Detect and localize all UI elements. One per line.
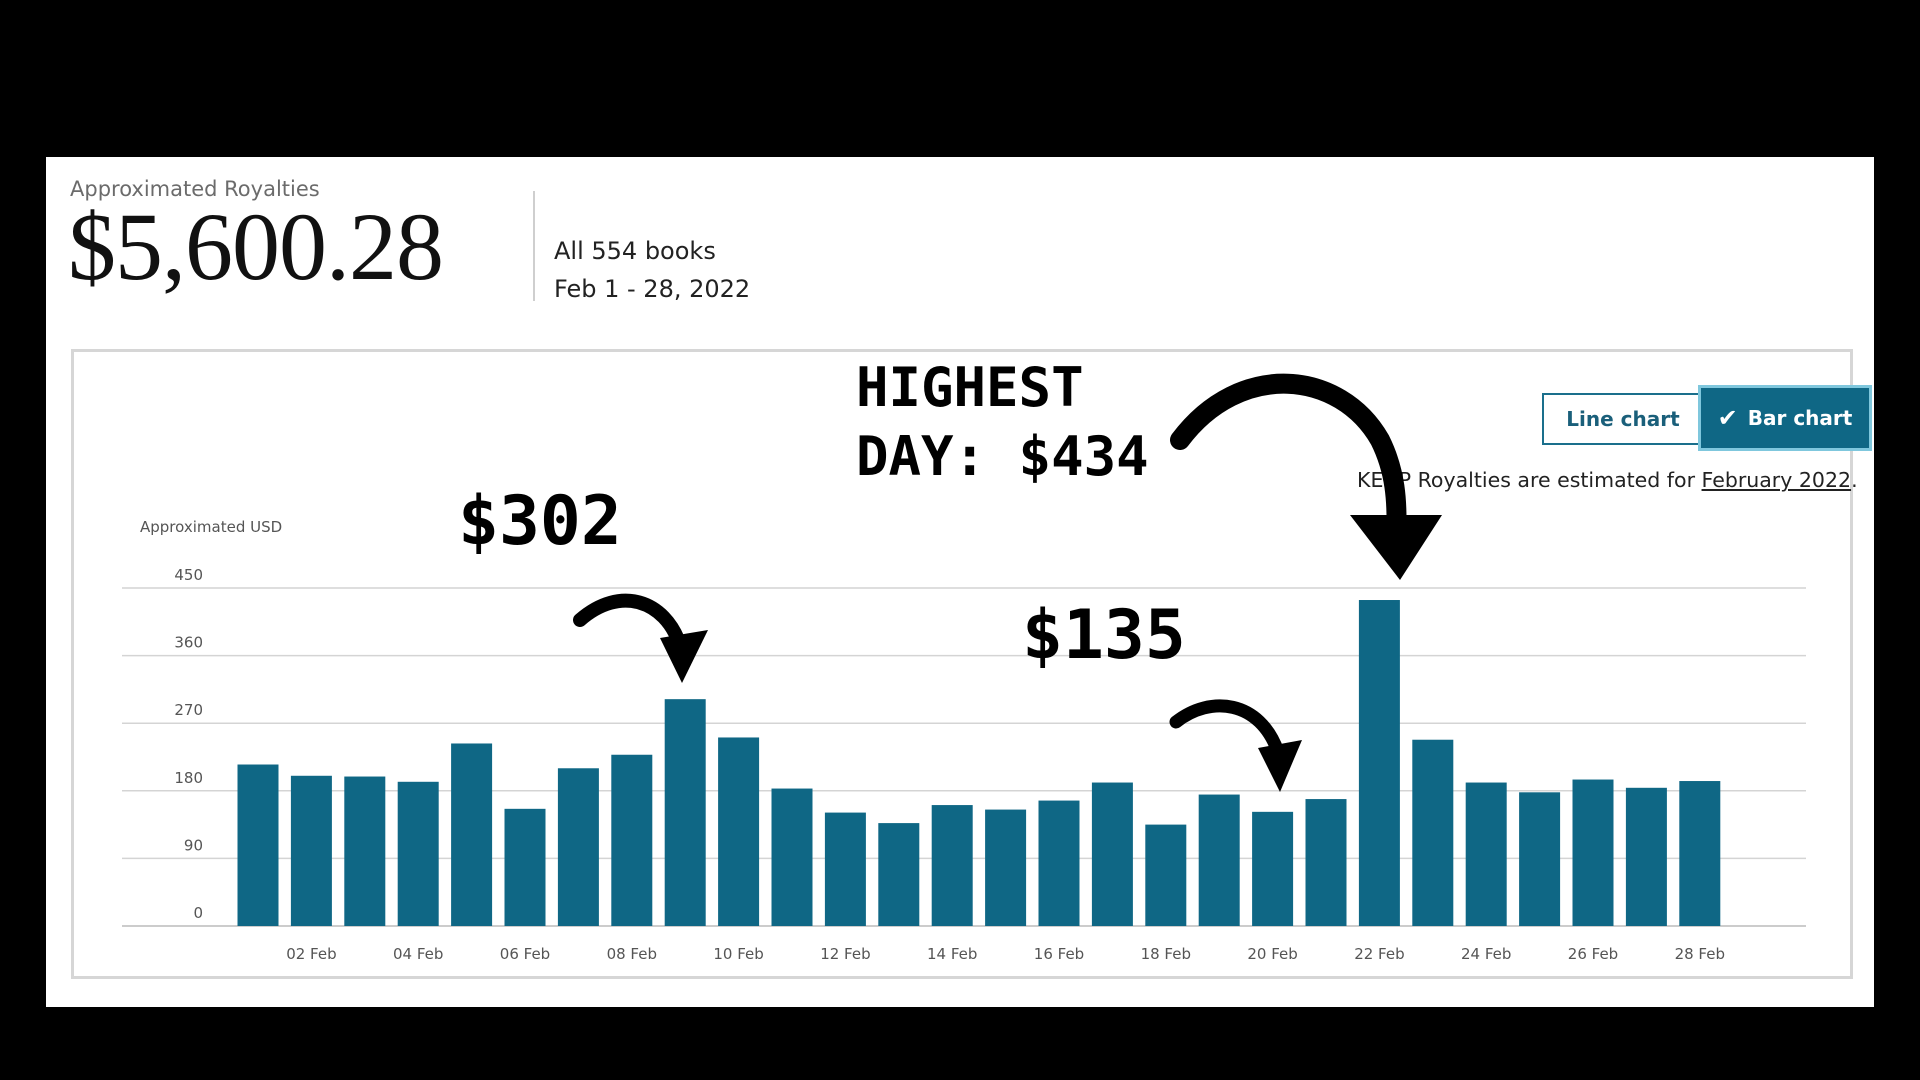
x-tick-label: 18 Feb <box>1141 945 1191 963</box>
x-tick-label: 14 Feb <box>927 945 977 963</box>
x-tick-label: 08 Feb <box>607 945 657 963</box>
x-tick-label: 20 Feb <box>1247 945 1297 963</box>
x-tick-label: 12 Feb <box>820 945 870 963</box>
bar[interactable] <box>771 788 813 926</box>
bar[interactable] <box>664 699 706 926</box>
y-tick-label: 180 <box>174 769 203 787</box>
annotation-highest-line2: DAY: $434 <box>856 425 1149 488</box>
bar[interactable] <box>1145 824 1187 926</box>
date-range: Feb 1 - 28, 2022 <box>554 275 751 303</box>
x-tick-label: 04 Feb <box>393 945 443 963</box>
bar[interactable] <box>290 775 332 926</box>
bar-chart-button[interactable]: ✔ Bar chart <box>1701 388 1869 448</box>
bar[interactable] <box>718 737 760 926</box>
bar[interactable] <box>1572 779 1614 926</box>
bar[interactable] <box>611 754 653 926</box>
bar[interactable] <box>878 823 920 926</box>
x-tick-label: 24 Feb <box>1461 945 1511 963</box>
x-tick-label: 16 Feb <box>1034 945 1084 963</box>
arrow-highest-head <box>1350 515 1442 580</box>
bar[interactable] <box>451 743 493 926</box>
bar[interactable] <box>344 776 386 926</box>
arrow-135-head <box>1258 740 1302 792</box>
header-divider <box>533 191 535 301</box>
bar[interactable] <box>1625 787 1667 926</box>
kenp-notice-suffix: . <box>1851 468 1858 492</box>
royalties-amount: $5,600.28 <box>68 193 444 300</box>
y-tick-label: 0 <box>193 904 203 922</box>
bar[interactable] <box>1465 782 1507 926</box>
bar[interactable] <box>1519 792 1561 926</box>
bar[interactable] <box>1252 811 1294 926</box>
y-tick-label: 360 <box>174 634 203 652</box>
annotation-low-135: $135 <box>1022 596 1186 675</box>
chart-panel: Line chart ✔ Bar chart KENP Royalties ar… <box>71 349 1869 979</box>
arrow-highest <box>1170 373 1407 550</box>
royalties-label: Approximated Royalties <box>70 177 320 201</box>
kenp-notice: KENP Royalties are estimated for Februar… <box>1357 468 1858 492</box>
bar[interactable] <box>1038 800 1080 926</box>
bar[interactable] <box>931 805 973 926</box>
x-tick-label: 06 Feb <box>500 945 550 963</box>
bar[interactable] <box>1305 799 1347 926</box>
x-tick-label: 02 Feb <box>286 945 336 963</box>
arrow-135 <box>1169 699 1285 759</box>
books-scope: All 554 books <box>554 237 716 265</box>
y-tick-label: 90 <box>184 836 203 854</box>
y-axis-label: Approximated USD <box>140 518 282 536</box>
bar[interactable] <box>824 812 866 926</box>
check-icon: ✔ <box>1717 404 1738 432</box>
kenp-month-link[interactable]: February 2022 <box>1701 468 1852 492</box>
bar[interactable] <box>1091 782 1133 926</box>
bar-chart-label: Bar chart <box>1747 406 1853 430</box>
bar[interactable] <box>504 808 546 926</box>
x-tick-label: 28 Feb <box>1675 945 1725 963</box>
bar[interactable] <box>1358 600 1400 926</box>
annotation-highest-line1: HIGHEST <box>856 356 1084 419</box>
y-tick-label: 450 <box>174 566 203 584</box>
annotation-peak-302: $302 <box>458 482 622 561</box>
bar[interactable] <box>237 764 279 926</box>
arrow-302-head <box>660 630 708 683</box>
bar[interactable] <box>557 768 599 926</box>
arrow-302 <box>573 593 687 652</box>
x-tick-label: 22 Feb <box>1354 945 1404 963</box>
bar[interactable] <box>985 809 1027 926</box>
line-chart-label: Line chart <box>1566 407 1680 431</box>
y-tick-label: 270 <box>174 701 203 719</box>
x-tick-label: 26 Feb <box>1568 945 1618 963</box>
bar[interactable] <box>397 781 439 926</box>
bar[interactable] <box>1412 739 1454 926</box>
x-tick-label: 10 Feb <box>713 945 763 963</box>
bar[interactable] <box>1679 781 1721 926</box>
kenp-notice-text: KENP Royalties are estimated for <box>1357 468 1702 492</box>
bar[interactable] <box>1198 794 1240 926</box>
line-chart-button[interactable]: Line chart <box>1542 393 1704 445</box>
